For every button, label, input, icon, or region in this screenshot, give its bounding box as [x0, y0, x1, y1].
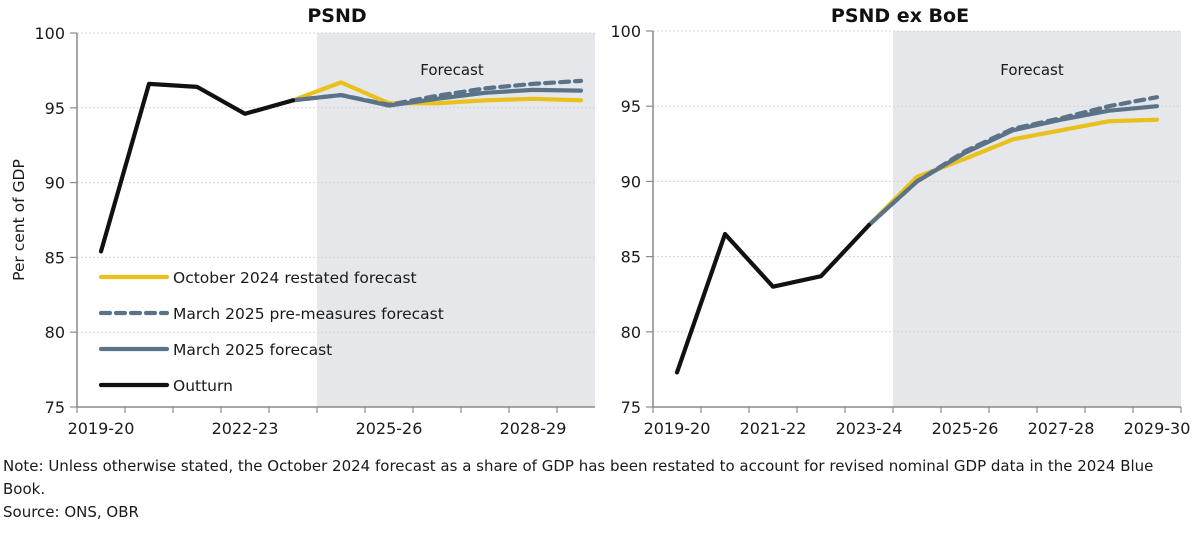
y-tick-label: 90 [45, 174, 65, 193]
legend-label: March 2025 forecast [173, 341, 332, 359]
chart-notes: Note: Unless otherwise stated, the Octob… [3, 455, 1198, 524]
chart-psnd-ex-boe: 75 80 85 90 95 100 2019-20 2021-22 2023-24 2025-… [610, 5, 1190, 438]
legend-label: March 2025 pre-measures forecast [173, 305, 444, 323]
legend: October 2024 restated forecast March 2025… [98, 269, 444, 395]
chart-title: PSND ex BoE [831, 5, 969, 27]
series-line-march-2025 [866, 104, 1160, 228]
y-tick-label: 75 [45, 398, 65, 417]
x-tick-label: 2022-23 [212, 419, 279, 438]
x-tick-label: 2019-20 [644, 419, 711, 438]
y-axis-label: Per cent of GDP [10, 159, 28, 281]
x-tick-labels: 2019-20 2022-23 2025-26 2028-29 [68, 419, 567, 438]
series-lines [674, 95, 1160, 375]
note-text: Note: Unless otherwise stated, the Octob… [3, 457, 1154, 498]
x-tick-label: 2025-26 [932, 419, 999, 438]
y-tick-labels: 75 80 85 90 95 100 [34, 24, 65, 417]
x-tick-labels: 2019-20 2021-22 2023-24 2025-26 2027-28 2029-… [644, 419, 1191, 438]
y-tick-label: 100 [610, 22, 641, 41]
forecast-shading [893, 31, 1181, 407]
series-line-outturn [674, 222, 872, 375]
y-tick-label: 95 [45, 99, 65, 118]
y-tick-label: 95 [621, 97, 641, 116]
x-tick-label: 2028-29 [500, 419, 567, 438]
y-tick-label: 75 [621, 398, 641, 417]
y-tick-label: 85 [45, 248, 65, 267]
chart-psnd: 75 80 85 90 95 100 2019-20 2022-23 2025-26 2028-… [10, 5, 595, 438]
x-tick-label: 2021-22 [740, 419, 807, 438]
series-line-outturn [98, 81, 296, 254]
series-line-march-2025 [290, 87, 584, 108]
x-tick-label: 2027-28 [1028, 419, 1095, 438]
y-tick-label: 100 [34, 24, 65, 43]
series-line-october-2024 [866, 117, 1160, 228]
chart-title: PSND [307, 5, 366, 27]
forecast-label: Forecast [1000, 61, 1064, 79]
series-line-october-2024 [290, 80, 584, 106]
forecast-label: Forecast [420, 61, 484, 79]
series-lines [98, 78, 584, 254]
x-tick-label: 2019-20 [68, 419, 135, 438]
x-tick-label: 2029-30 [1124, 419, 1191, 438]
x-tick-label: 2023-24 [836, 419, 903, 438]
source-text: Source: ONS, OBR [3, 503, 139, 521]
axes [646, 30, 1182, 413]
y-tick-label: 80 [45, 323, 65, 342]
legend-label: October 2024 restated forecast [173, 269, 417, 287]
y-tick-label: 80 [621, 323, 641, 342]
axes [70, 32, 595, 413]
y-tick-label: 85 [621, 248, 641, 267]
y-tick-label: 90 [621, 172, 641, 191]
legend-label: Outturn [173, 377, 233, 395]
x-tick-label: 2025-26 [356, 419, 423, 438]
y-tick-labels: 75 80 85 90 95 100 [610, 22, 641, 417]
